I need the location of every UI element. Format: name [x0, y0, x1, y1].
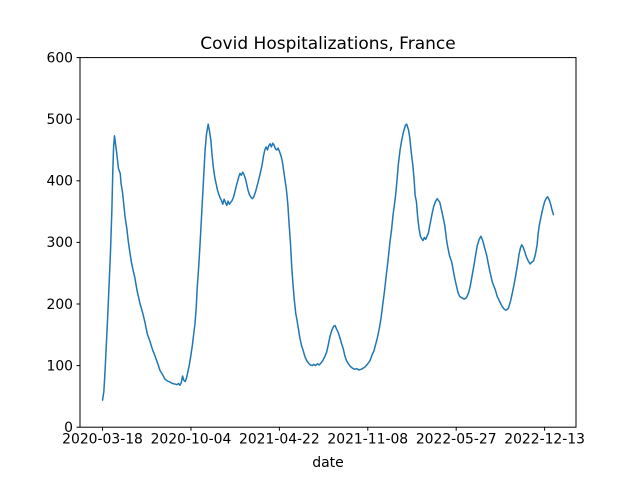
y-tick-label: 0	[64, 420, 73, 436]
x-tick-label: 2020-03-18	[62, 432, 143, 448]
x-axis-label: date	[312, 455, 344, 471]
y-tick-label: 400	[46, 174, 73, 190]
x-tick-label: 2022-05-27	[416, 432, 497, 448]
data-series-line	[101, 123, 555, 401]
x-tick-label: 2020-10-04	[151, 432, 232, 448]
y-tick-label: 300	[46, 235, 73, 251]
y-tick-label: 100	[46, 358, 73, 374]
chart-title: Covid Hospitalizations, France	[200, 34, 456, 54]
x-tick-label: 2022-12-13	[504, 432, 585, 448]
plot-area	[79, 57, 577, 428]
y-tick-label: 200	[46, 297, 73, 313]
x-tick-label: 2021-04-22	[239, 432, 320, 448]
y-tick-label: 600	[46, 50, 73, 66]
y-tick-label: 500	[46, 112, 73, 128]
x-tick-label: 2021-11-08	[327, 432, 408, 448]
